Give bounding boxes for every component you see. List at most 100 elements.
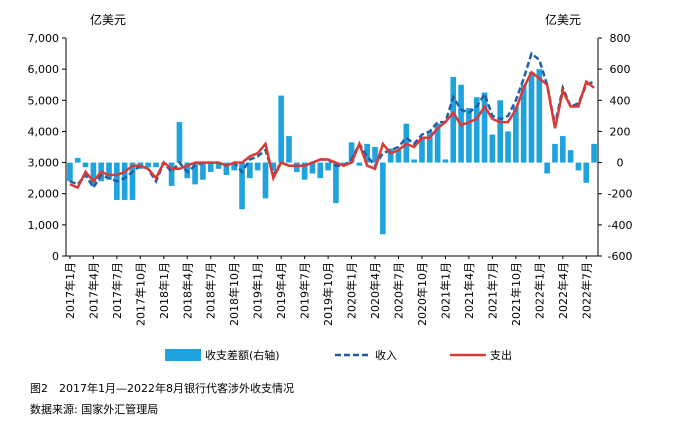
y2-tick-label: 600 [610, 63, 631, 76]
bar [442, 159, 449, 163]
x-tick-label: 2022年7月 [579, 262, 593, 319]
y-tick-label: 1,000 [28, 219, 60, 232]
x-tick-label: 2017年10月 [133, 262, 147, 326]
bar [247, 162, 253, 179]
bar [395, 150, 402, 163]
bar [559, 136, 566, 163]
x-tick-label: 2021年4月 [462, 262, 476, 319]
bar [207, 162, 214, 172]
y-tick-label: 0 [52, 250, 59, 263]
y-tick-label: 5,000 [28, 94, 60, 107]
bar [513, 106, 519, 163]
y-unit-right: 亿美元 [545, 12, 581, 27]
x-tick-label: 2021年7月 [485, 262, 499, 319]
x-tick-label: 2022年4月 [556, 262, 570, 319]
bar [411, 159, 417, 163]
bar [419, 137, 425, 163]
bar [489, 134, 496, 163]
bar [270, 162, 277, 171]
bar [145, 162, 151, 168]
y2-tick-label: -200 [608, 188, 633, 201]
legend-label: 收入 [375, 348, 397, 362]
y-tick-label: 6,000 [28, 63, 60, 76]
bar [497, 100, 504, 163]
x-tick-label: 2022年1月 [532, 262, 546, 319]
legend-label: 支出 [490, 348, 512, 362]
caption: 图2 2017年1月—2022年8月银行代客涉外收支情况 [30, 381, 294, 395]
x-tick-label: 2018年1月 [157, 262, 171, 319]
bar [325, 162, 331, 171]
bar [591, 143, 597, 163]
bar [356, 162, 363, 166]
legend-label: 收支差额(右轴) [205, 348, 280, 362]
bar [176, 122, 183, 163]
bar [317, 162, 324, 179]
x-tick-label: 2017年7月 [110, 262, 124, 319]
bar [231, 162, 238, 171]
legend-swatch [165, 349, 201, 361]
bar [552, 143, 558, 163]
x-tick-label: 2019年10月 [321, 262, 335, 326]
bar [372, 147, 378, 163]
bar [544, 162, 550, 174]
bar [301, 162, 308, 180]
bar [293, 162, 300, 172]
bar [450, 76, 457, 163]
x-tick-label: 2018年7月 [204, 262, 218, 319]
bar [348, 142, 355, 163]
y-tick-label: 3,000 [28, 157, 60, 170]
bar [254, 162, 261, 171]
x-tick-label: 2021年1月 [438, 262, 452, 319]
bar [309, 162, 316, 174]
bar [168, 162, 175, 186]
x-tick-label: 2020年7月 [392, 262, 406, 319]
y2-tick-label: -400 [608, 219, 633, 232]
bar [387, 148, 394, 163]
x-tick-label: 2018年4月 [180, 262, 194, 319]
bar [473, 97, 480, 163]
bar [153, 162, 159, 168]
y-tick-label: 2,000 [28, 188, 60, 201]
x-tick-label: 2021年10月 [509, 262, 523, 326]
bar [426, 131, 433, 163]
bar [286, 136, 292, 163]
bar [505, 131, 511, 163]
bar [90, 162, 97, 186]
bar [121, 162, 128, 200]
bar [380, 162, 386, 235]
y-tick-label: 4,000 [28, 125, 60, 138]
x-tick-label: 2017年4月 [86, 262, 100, 319]
bar [200, 162, 206, 180]
bar [215, 162, 222, 169]
bar [536, 69, 543, 163]
bar [364, 143, 371, 163]
bar [239, 162, 245, 210]
bar [528, 72, 535, 163]
x-tick-label: 2017年1月 [63, 262, 77, 319]
line-series [69, 70, 595, 190]
bar [262, 162, 269, 199]
bar [466, 108, 472, 163]
x-tick-label: 2020年4月 [368, 262, 382, 319]
bar [67, 162, 73, 182]
y-unit-left: 亿美元 [90, 12, 126, 27]
x-tick-label: 2019年7月 [298, 262, 312, 319]
bar [74, 157, 81, 163]
x-tick-label: 2019年4月 [274, 262, 288, 319]
bar [567, 150, 574, 163]
y-tick-label: 7,000 [28, 32, 60, 45]
bar [575, 162, 582, 171]
y2-tick-label: 800 [610, 32, 631, 45]
bar [481, 92, 488, 163]
y2-tick-label: -600 [608, 250, 633, 263]
y2-tick-label: 400 [610, 94, 631, 107]
bar [223, 162, 230, 176]
bar [129, 162, 136, 200]
x-tick-label: 2018年10月 [227, 262, 241, 326]
source: 数据来源: 国家外汇管理局 [30, 402, 158, 416]
bar [82, 162, 89, 168]
bar [278, 95, 284, 163]
bar [340, 162, 347, 165]
y2-tick-label: 200 [610, 125, 631, 138]
